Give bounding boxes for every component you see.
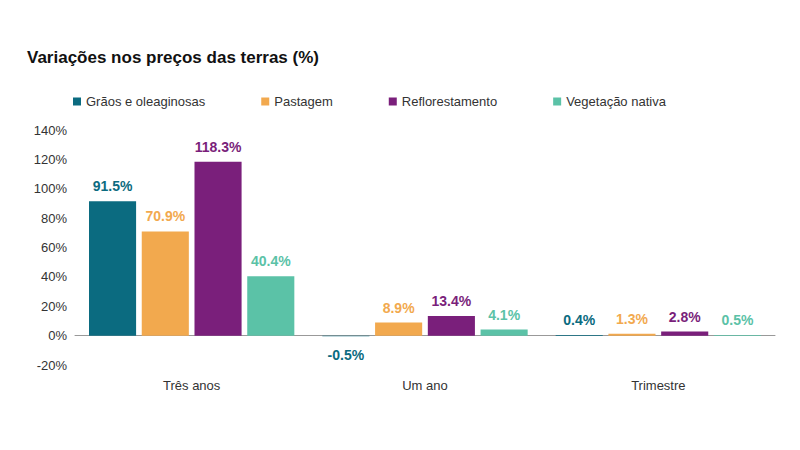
svg-text:140%: 140% — [34, 123, 68, 138]
svg-text:4.1%: 4.1% — [488, 307, 520, 323]
svg-text:8.9%: 8.9% — [383, 300, 415, 316]
svg-text:100%: 100% — [34, 181, 68, 196]
svg-text:60%: 60% — [41, 240, 67, 255]
svg-text:40%: 40% — [41, 269, 67, 284]
svg-text:118.3%: 118.3% — [195, 139, 242, 155]
svg-text:Trimestre: Trimestre — [631, 378, 685, 393]
svg-text:Vegetação nativa: Vegetação nativa — [566, 94, 667, 109]
svg-text:Grãos e oleaginosas: Grãos e oleaginosas — [86, 94, 206, 109]
svg-text:Três anos: Três anos — [163, 378, 221, 393]
svg-text:120%: 120% — [34, 152, 68, 167]
svg-text:70.9%: 70.9% — [145, 208, 185, 224]
svg-text:80%: 80% — [41, 211, 67, 226]
svg-text:91.5%: 91.5% — [93, 178, 133, 194]
svg-text:-20%: -20% — [37, 358, 68, 373]
svg-text:0.5%: 0.5% — [721, 312, 753, 328]
svg-text:0.4%: 0.4% — [563, 312, 595, 328]
svg-text:40.4%: 40.4% — [251, 253, 291, 269]
svg-text:Reflorestamento: Reflorestamento — [402, 94, 497, 109]
svg-text:1.3%: 1.3% — [616, 311, 648, 327]
svg-text:Variações nos preços das terra: Variações nos preços das terras (%) — [27, 48, 319, 67]
svg-text:Um ano: Um ano — [402, 378, 448, 393]
svg-text:Pastagem: Pastagem — [274, 94, 333, 109]
svg-text:13.4%: 13.4% — [432, 293, 472, 309]
svg-text:0%: 0% — [48, 328, 67, 343]
svg-text:20%: 20% — [41, 299, 67, 314]
svg-text:2.8%: 2.8% — [669, 309, 701, 325]
svg-text:-0.5%: -0.5% — [328, 347, 365, 363]
